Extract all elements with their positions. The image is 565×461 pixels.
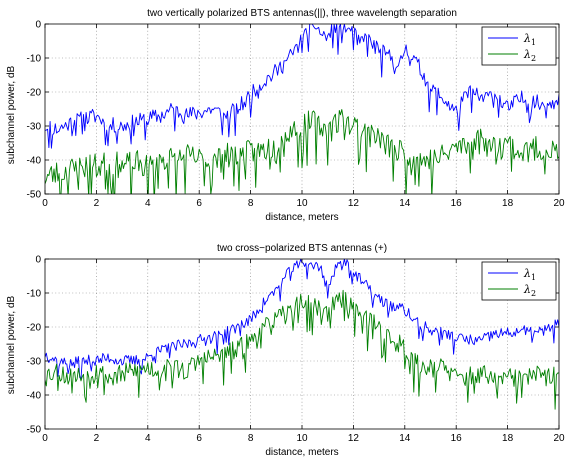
top-chart-xtick-label: 8: [248, 198, 254, 209]
bottom-chart-xtick-label: 10: [296, 433, 308, 444]
bottom-chart-ytick-label: -10: [27, 289, 42, 300]
bottom-chart-grid: [45, 259, 559, 429]
top-chart-xtick-label: 20: [553, 198, 565, 209]
top-chart-title: two vertically polarized BTS antennas(||…: [147, 8, 457, 19]
top-chart-ytick-label: -30: [27, 122, 42, 133]
bottom-chart-series-2-line: [45, 289, 559, 410]
bottom-chart-axes-frame: [44, 258, 560, 430]
bottom-chart-axes: 0 2 4 6 8 10 12 14 16 18 20 0 -10 -20 -30 -40 -50: [27, 255, 565, 445]
top-chart-xlabel: distance, meters: [265, 212, 338, 223]
bottom-chart-xtick-label: 4: [145, 433, 151, 444]
top-chart-legend-box: [481, 26, 557, 66]
bottom-chart-xtick-label: 20: [553, 433, 565, 444]
bottom-chart-xtick-label: 18: [502, 433, 514, 444]
bottom-chart-xtick-label: 0: [42, 433, 48, 444]
bottom-chart-ytick-label: -20: [27, 323, 42, 334]
top-chart-xtick-label: 12: [348, 198, 360, 209]
top-chart-axes-frame: [44, 23, 560, 195]
top-chart-xtick-label: 16: [451, 198, 463, 209]
bottom-chart-xtick-label: 16: [451, 433, 463, 444]
bottom-chart-ylabel: subchannel power, dB: [6, 295, 17, 394]
top-chart-axes: 0 2 4 6 8 10 12 14 16 18 20 0 -10 -20 -30 -40 -50: [27, 20, 565, 210]
bottom-chart-xtick-label: 6: [196, 433, 202, 444]
top-chart-xtick-label: 4: [145, 198, 151, 209]
bottom-chart: two cross−polarized BTS antennas (+) dis…: [6, 243, 565, 458]
bottom-chart-xtick-label: 8: [248, 433, 254, 444]
top-chart-ytick-label: -50: [27, 190, 42, 201]
top-chart: two vertically polarized BTS antennas(||…: [6, 8, 565, 223]
top-chart-series-2-line: [45, 109, 559, 194]
top-chart-xtick-label: 6: [196, 198, 202, 209]
bottom-chart-legend-box: [481, 261, 557, 301]
top-chart-ytick-label: -20: [27, 88, 42, 99]
bottom-chart-ytick-label: -40: [27, 391, 42, 402]
top-chart-xtick-label: 2: [94, 198, 100, 209]
bottom-chart-xtick-label: 14: [399, 433, 411, 444]
top-chart-xtick-label: 10: [296, 198, 308, 209]
bottom-chart-ytick-label: 0: [35, 255, 41, 266]
top-chart-xtick-label: 0: [42, 198, 48, 209]
top-chart-ytick-label: -10: [27, 54, 42, 65]
bottom-chart-xtick-label: 12: [348, 433, 360, 444]
top-chart-ytick-label: -40: [27, 156, 42, 167]
top-chart-series: [45, 24, 559, 194]
top-chart-ylabel: subchannel power, dB: [6, 65, 17, 164]
bottom-chart-ytick-label: -30: [27, 357, 42, 368]
top-chart-ytick-label: 0: [35, 20, 41, 31]
bottom-chart-ytick-label: -50: [27, 425, 42, 436]
bottom-chart-xtick-label: 2: [94, 433, 100, 444]
bottom-chart-title: two cross−polarized BTS antennas (+): [217, 243, 387, 254]
top-chart-series-1-line: [45, 24, 559, 149]
top-chart-xtick-label: 14: [399, 198, 411, 209]
top-chart-xtick-label: 18: [502, 198, 514, 209]
top-chart-grid: [45, 24, 559, 194]
bottom-chart-xlabel: distance, meters: [265, 447, 338, 458]
